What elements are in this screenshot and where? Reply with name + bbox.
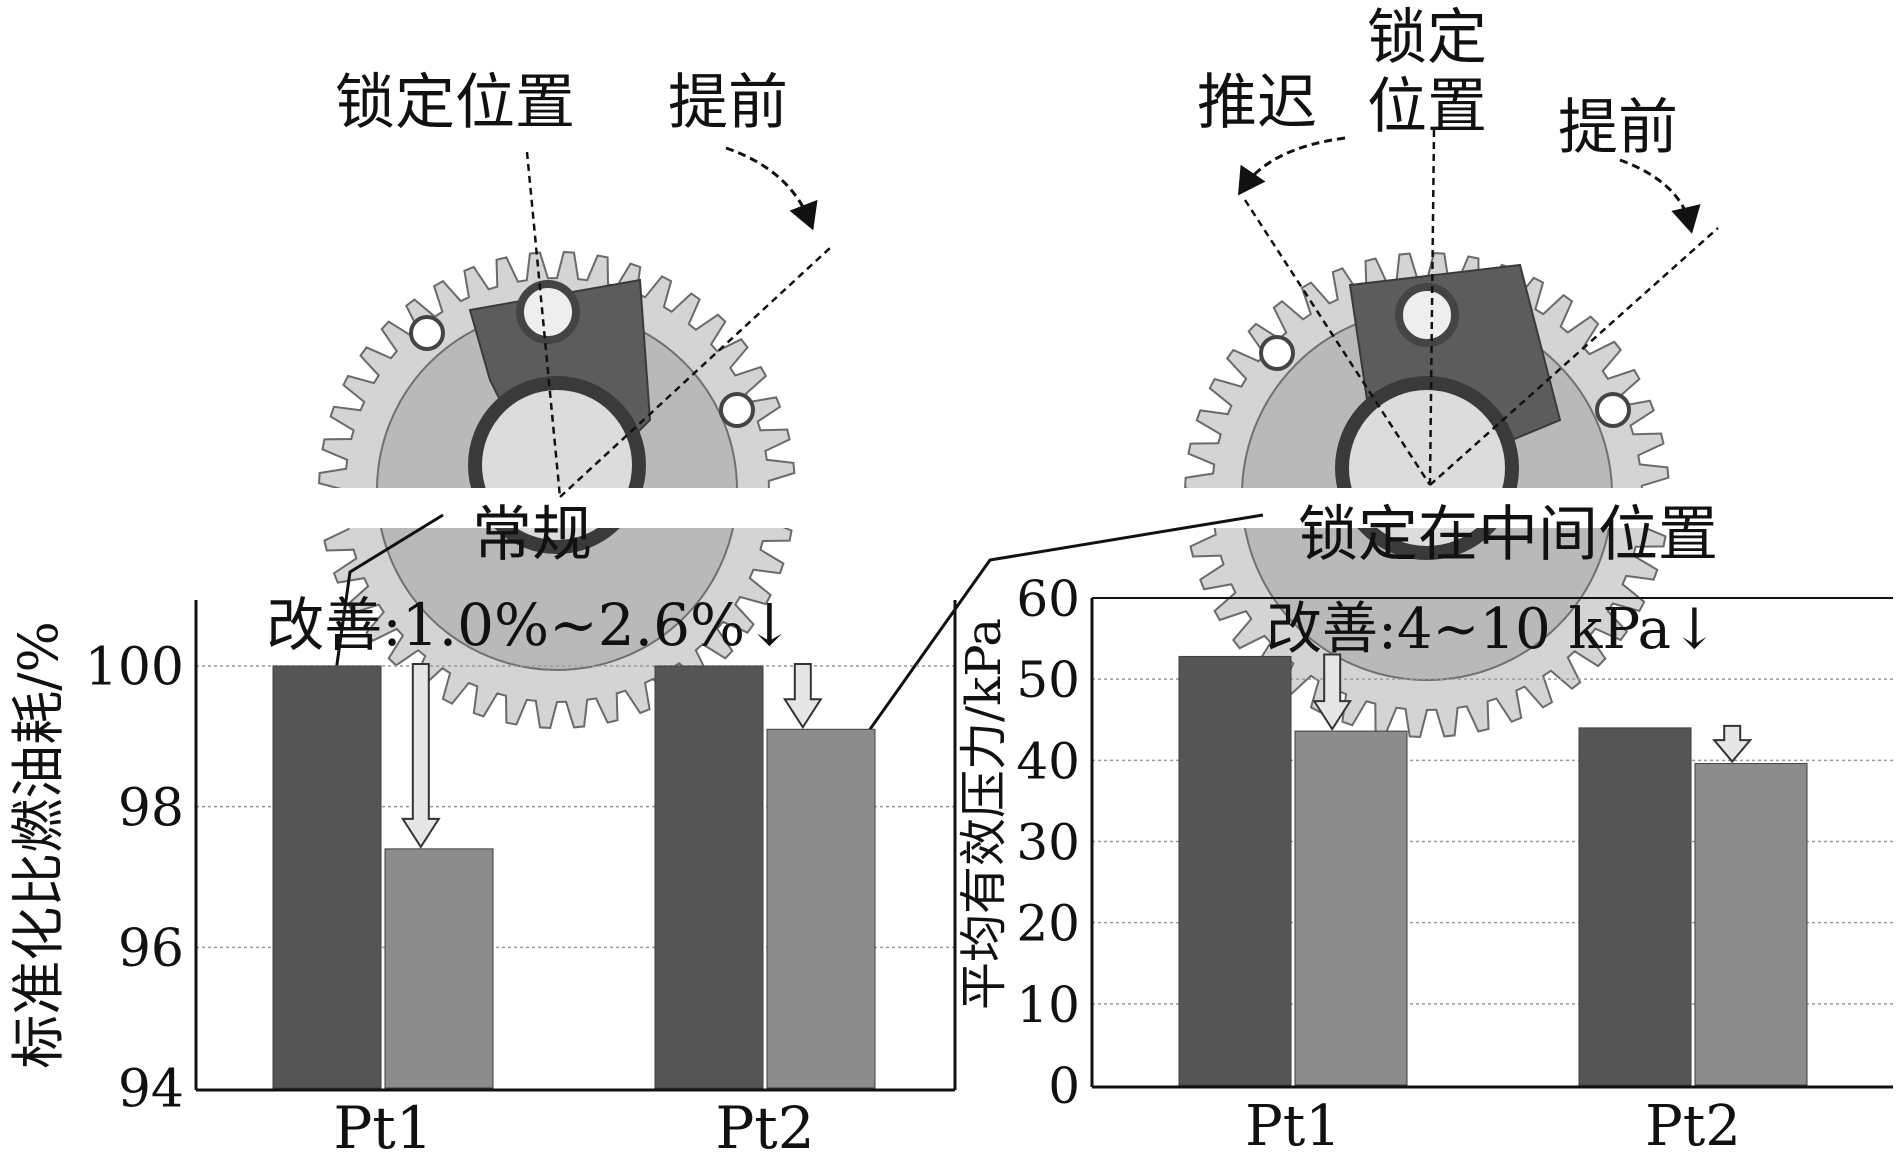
gear-left-lock-pin (516, 280, 580, 344)
y-tick-label: 10 (1016, 976, 1080, 1034)
advance-line (1429, 227, 1719, 486)
bmep-improvement-text: 改善:4~10 kPa↓ (1266, 597, 1718, 662)
gear-left-crop (250, 488, 870, 528)
gear-left-hole (719, 392, 755, 428)
bmep-y-tick-labels: 0 10 20 30 40 50 60 (1016, 570, 1080, 1115)
bsfc-y-axis-label: 标准化比燃油耗/% (7, 621, 70, 1069)
bar-pt1-series-1 (1178, 655, 1292, 1086)
gear-right-advance-label: 提前 (1558, 93, 1678, 163)
improvement-arrow-icon (1712, 724, 1753, 764)
bmep-bars (1178, 655, 1808, 1086)
gear-right-hole (1595, 392, 1631, 428)
retard-arrow-icon (1237, 136, 1346, 196)
x-tick-label: Pt1 (333, 1094, 432, 1162)
advance-arrow-icon (1619, 158, 1701, 234)
y-tick-label: 98 (118, 778, 184, 838)
improvement-arrow-icon (1312, 653, 1353, 731)
callout-conventional-label: 常规 (472, 500, 592, 570)
bar-pt2-series-2 (1694, 763, 1808, 1086)
y-tick-label: 30 (1016, 814, 1080, 872)
bsfc-y-tick-labels: 94 96 98 100 (85, 638, 184, 1120)
gear-right-lock-label-1: 锁定 (1367, 3, 1487, 73)
gear-right-lock-pin (1395, 283, 1459, 347)
bar-pt1-series-2 (1294, 730, 1408, 1086)
gear-right-retard-label: 推迟 (1197, 68, 1317, 138)
x-tick-label: Pt2 (1645, 1094, 1741, 1159)
bsfc-improvement-text: 改善:1.0%~2.6%↓ (266, 591, 793, 659)
bar-pt2-series-2 (766, 728, 876, 1089)
gear-right-lock-label-2: 位置 (1367, 72, 1487, 142)
callout-midlock-label: 锁定在中间位置 (1298, 500, 1718, 570)
bar-pt2-series-1 (1578, 727, 1692, 1086)
y-tick-label: 94 (118, 1060, 184, 1120)
lock-position-line (525, 151, 562, 498)
y-tick-label: 0 (1048, 1057, 1080, 1115)
bmep-y-axis-label: 平均有效压力/kPa (956, 618, 1012, 1010)
advance-arrow-icon (725, 146, 818, 231)
y-tick-label: 20 (1016, 895, 1080, 953)
y-tick-label: 40 (1016, 732, 1080, 790)
bmep-x-tick-labels: Pt1 Pt2 (1245, 1094, 1741, 1159)
bar-pt1-series-2 (384, 848, 494, 1089)
gear-left-hole (409, 315, 445, 351)
improvement-arrow-icon (400, 663, 441, 849)
gear-left-advance-label: 提前 (668, 68, 788, 138)
bar-pt2-series-1 (654, 665, 764, 1089)
callout-midlock-leader (820, 513, 1264, 798)
bmep-improvement-arrows (1312, 653, 1753, 764)
bsfc-chart: 94 96 98 100 Pt1 Pt2 标准化比燃油耗/% 改善:1.0%~2.6%↓ (7, 591, 957, 1162)
bsfc-bars (272, 665, 876, 1089)
y-tick-label: 96 (118, 919, 184, 979)
bar-pt1-series-1 (272, 665, 382, 1089)
improvement-arrow-icon (782, 663, 823, 730)
y-tick-label: 100 (85, 638, 184, 698)
y-tick-label: 60 (1016, 570, 1080, 628)
bsfc-improvement-arrows (400, 663, 823, 849)
x-tick-label: Pt1 (1245, 1094, 1341, 1159)
retard-line (1243, 199, 1432, 486)
advance-line (559, 247, 831, 498)
x-tick-label: Pt2 (715, 1094, 814, 1162)
gear-left-lock-label: 锁定位置 (335, 68, 575, 138)
gear-right-hole (1259, 335, 1295, 371)
bmep-chart: 0 10 20 30 40 50 60 Pt1 Pt2 平均有效压力/kPa 改善:4~10 … (956, 570, 1893, 1159)
bsfc-x-tick-labels: Pt1 Pt2 (333, 1094, 814, 1162)
gear-left-illustration (250, 146, 870, 729)
y-tick-label: 50 (1016, 651, 1080, 709)
